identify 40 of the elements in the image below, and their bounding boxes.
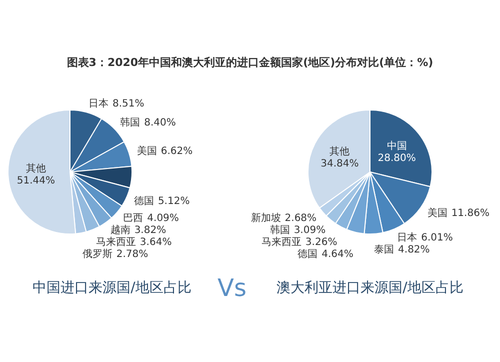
slice-label: 美国 <box>136 144 157 157</box>
text: 澳大利亚进口来源国/地区占比 <box>276 280 464 296</box>
data-label: 11.86% <box>451 207 490 218</box>
slice-label: 泰国 <box>374 244 394 256</box>
slice-label: 其他 <box>26 162 46 175</box>
text: 中国进口来源国/地区占比 <box>32 280 192 296</box>
slice-label: 新加坡 <box>250 212 281 224</box>
slice-label: 韩国 <box>270 224 290 236</box>
slice-label: 俄罗斯 <box>82 248 112 260</box>
data-label: 51.44% <box>16 176 56 187</box>
slice-label: 德国 <box>134 196 154 207</box>
data-label: 8.40% <box>144 117 176 128</box>
slice-label: 中国 <box>386 140 407 152</box>
slice-label: 日本 <box>88 97 108 110</box>
data-label: 6.01% <box>421 232 453 244</box>
slice-label: 德国 <box>298 248 318 260</box>
data-label: 3.26% <box>305 236 338 248</box>
data-label: 2.68% <box>284 212 317 224</box>
data-label: 8.51% <box>112 98 144 110</box>
slice-label: 马来西亚 <box>261 236 302 248</box>
data-label: 34.84% <box>320 158 359 170</box>
data-label: 4.64% <box>322 248 354 260</box>
data-label: 28.80% <box>378 152 416 164</box>
slice-label: 越南 <box>110 224 130 236</box>
data-label: 4.09% <box>147 212 179 224</box>
slice-label: 巴西 <box>123 212 144 224</box>
slice-label: 马来西亚 <box>96 236 136 248</box>
text: Vs <box>218 274 246 302</box>
slice-label: 韩国 <box>120 116 140 128</box>
data-label: 5.12% <box>158 196 190 207</box>
data-label: 3.09% <box>294 224 326 236</box>
data-label: 4.82% <box>398 244 430 256</box>
slice-label: 其他 <box>330 145 350 158</box>
data-label: 3.64% <box>140 236 172 248</box>
text: 图表3：2020年中国和澳大利亚的进口金额国家(地区)分布对比(单位：%) <box>66 56 434 69</box>
data-label: 3.82% <box>134 224 166 236</box>
slice-label: 日本 <box>397 231 418 244</box>
data-label: 6.62% <box>160 146 193 157</box>
slice-label: 美国 <box>427 206 448 218</box>
data-label: 2.78% <box>116 248 148 260</box>
